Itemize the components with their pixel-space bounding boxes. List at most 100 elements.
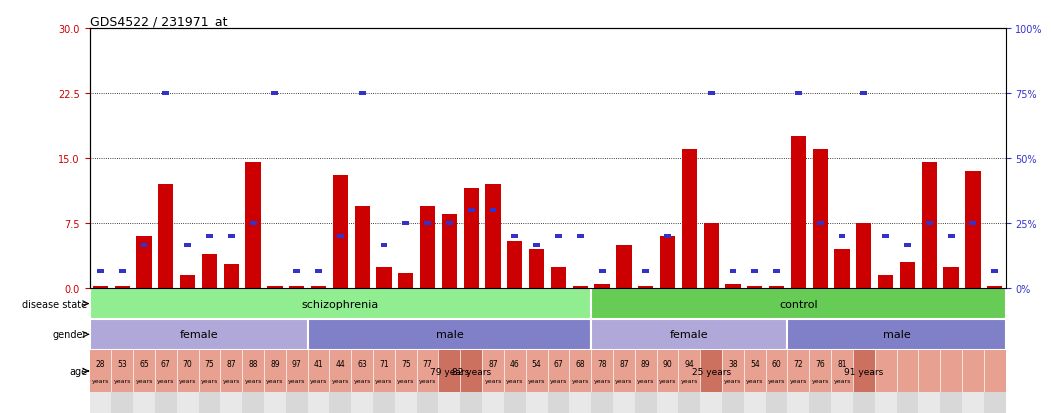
- Text: age: age: [69, 366, 87, 376]
- Text: 46: 46: [510, 359, 520, 368]
- Bar: [395, 289, 417, 413]
- Text: 75: 75: [401, 359, 411, 368]
- Bar: [860, 92, 868, 96]
- Text: 87: 87: [226, 359, 236, 368]
- Bar: [446, 221, 453, 226]
- Bar: [882, 235, 889, 239]
- Text: schizophrenia: schizophrenia: [302, 299, 379, 309]
- Bar: [438, 289, 460, 413]
- Text: years: years: [397, 378, 415, 383]
- Text: 68: 68: [576, 359, 585, 368]
- Bar: [681, 150, 697, 289]
- Bar: [577, 235, 583, 239]
- Bar: [525, 289, 548, 413]
- Bar: [141, 243, 147, 247]
- Bar: [337, 235, 343, 239]
- Bar: [766, 289, 788, 413]
- Bar: [638, 286, 653, 289]
- Text: 76: 76: [815, 359, 826, 368]
- Text: 38: 38: [729, 359, 738, 368]
- Bar: [570, 289, 591, 413]
- Text: 88: 88: [249, 359, 258, 368]
- Bar: [133, 289, 155, 413]
- Bar: [442, 215, 457, 289]
- Text: 77: 77: [422, 359, 433, 368]
- Text: 79 years: 79 years: [430, 367, 469, 375]
- Bar: [831, 289, 853, 413]
- Bar: [791, 137, 806, 289]
- Text: years: years: [594, 378, 611, 383]
- Bar: [227, 235, 235, 239]
- Bar: [315, 269, 322, 273]
- Bar: [769, 286, 784, 289]
- Bar: [512, 235, 518, 239]
- Bar: [290, 286, 304, 289]
- Bar: [966, 172, 980, 289]
- Text: years: years: [289, 378, 305, 383]
- Text: years: years: [659, 378, 676, 383]
- Bar: [93, 286, 108, 289]
- Text: years: years: [222, 378, 240, 383]
- Bar: [267, 286, 282, 289]
- Bar: [591, 319, 788, 350]
- Text: disease state: disease state: [22, 299, 87, 309]
- Bar: [155, 289, 177, 413]
- Text: 87: 87: [619, 359, 629, 368]
- Bar: [311, 286, 326, 289]
- Bar: [708, 92, 715, 96]
- Text: years: years: [615, 378, 633, 383]
- Bar: [551, 267, 567, 289]
- Bar: [834, 249, 850, 289]
- Bar: [90, 289, 591, 319]
- Bar: [642, 269, 649, 273]
- Bar: [504, 289, 525, 413]
- Text: years: years: [92, 378, 110, 383]
- Bar: [853, 289, 875, 413]
- Bar: [184, 243, 191, 247]
- Bar: [485, 185, 500, 289]
- Bar: [250, 221, 257, 226]
- Text: years: years: [484, 378, 501, 383]
- Bar: [460, 350, 482, 392]
- Bar: [926, 221, 933, 226]
- Text: years: years: [724, 378, 741, 383]
- Bar: [657, 289, 678, 413]
- Text: 97: 97: [292, 359, 301, 368]
- Text: years: years: [136, 378, 153, 383]
- Bar: [90, 289, 112, 413]
- Bar: [202, 254, 217, 289]
- Text: years: years: [528, 378, 545, 383]
- Bar: [853, 350, 875, 392]
- Bar: [660, 237, 675, 289]
- Bar: [555, 235, 562, 239]
- Bar: [591, 289, 1006, 319]
- Text: 60: 60: [772, 359, 781, 368]
- Text: years: years: [572, 378, 589, 383]
- Text: years: years: [637, 378, 654, 383]
- Text: 28: 28: [96, 359, 105, 368]
- Text: years: years: [812, 378, 829, 383]
- Text: 72: 72: [794, 359, 803, 368]
- Bar: [970, 221, 976, 226]
- Bar: [810, 289, 831, 413]
- Bar: [463, 189, 479, 289]
- Text: years: years: [354, 378, 371, 383]
- Bar: [177, 289, 199, 413]
- Bar: [373, 289, 395, 413]
- Bar: [242, 289, 264, 413]
- Text: gender: gender: [53, 330, 87, 339]
- Bar: [788, 319, 1006, 350]
- Bar: [856, 223, 872, 289]
- Text: years: years: [266, 378, 283, 383]
- Bar: [294, 269, 300, 273]
- Bar: [678, 289, 700, 413]
- Bar: [333, 176, 347, 289]
- Bar: [115, 286, 130, 289]
- Bar: [420, 206, 435, 289]
- Bar: [548, 289, 570, 413]
- Text: 65: 65: [139, 359, 148, 368]
- Text: years: years: [790, 378, 807, 383]
- Bar: [817, 221, 823, 226]
- Bar: [921, 163, 937, 289]
- Text: 87: 87: [489, 359, 498, 368]
